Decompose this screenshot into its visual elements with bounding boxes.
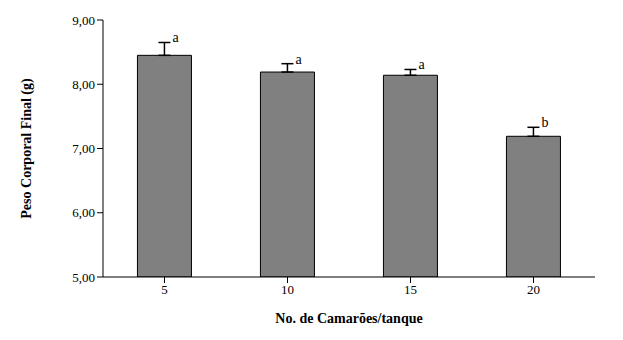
svg-text:7,00: 7,00 bbox=[72, 141, 95, 156]
svg-text:a: a bbox=[172, 30, 179, 45]
svg-text:b: b bbox=[541, 115, 548, 130]
svg-text:9,00: 9,00 bbox=[72, 13, 95, 28]
svg-text:5,00: 5,00 bbox=[72, 270, 95, 285]
svg-text:5: 5 bbox=[161, 282, 168, 297]
svg-text:8,00: 8,00 bbox=[72, 77, 95, 92]
svg-text:Peso Corporal Final (g): Peso Corporal Final (g) bbox=[19, 78, 35, 219]
svg-text:No. de Camarões/tanque: No. de Camarões/tanque bbox=[275, 311, 422, 326]
svg-text:20: 20 bbox=[527, 282, 540, 297]
svg-text:a: a bbox=[418, 57, 425, 72]
svg-text:10: 10 bbox=[281, 282, 294, 297]
svg-text:6,00: 6,00 bbox=[72, 205, 95, 220]
svg-text:a: a bbox=[295, 52, 302, 67]
svg-text:15: 15 bbox=[404, 282, 417, 297]
